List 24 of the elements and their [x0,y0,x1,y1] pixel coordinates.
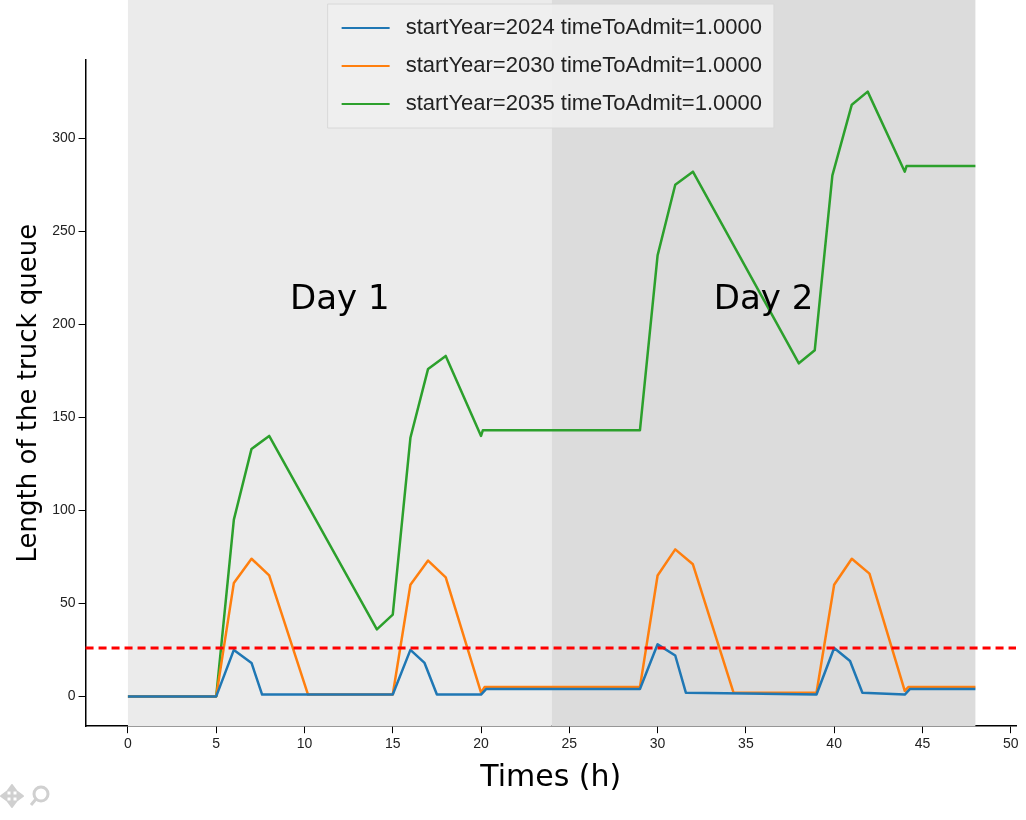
y-tick-label: 150 [52,408,76,425]
legend-label: startYear=2030 timeToAdmit=1.0000 [405,52,762,78]
x-tick-label: 45 [914,735,931,752]
y-tick-label: 100 [52,501,76,518]
y-tick-label: 200 [52,315,76,332]
x-tick-label: 50 [1002,735,1019,752]
x-tick-label: 10 [296,735,313,752]
x-axis-title: Times (h) [479,757,622,793]
x-tick-label: 25 [561,735,578,752]
x-tick-label: 30 [649,735,666,752]
legend-label: startYear=2035 timeToAdmit=1.0000 [405,90,762,116]
y-tick-label: 50 [59,594,76,611]
x-tick-label: 35 [738,735,754,752]
x-tick-label: 5 [212,735,221,752]
x-tick-label: 0 [124,735,133,752]
x-tick-label: 40 [826,735,843,752]
y-axis-title: Length of the truck queue [12,223,43,563]
x-tick-label: 20 [473,735,490,752]
x-tick-label: 15 [384,735,401,752]
y-tick-label: 250 [52,222,76,239]
legend-label: startYear=2024 timeToAdmit=1.0000 [405,14,762,40]
annotation: Day 1 [290,276,390,317]
y-tick-label: 0 [67,687,76,704]
y-tick-label: 300 [52,129,76,146]
